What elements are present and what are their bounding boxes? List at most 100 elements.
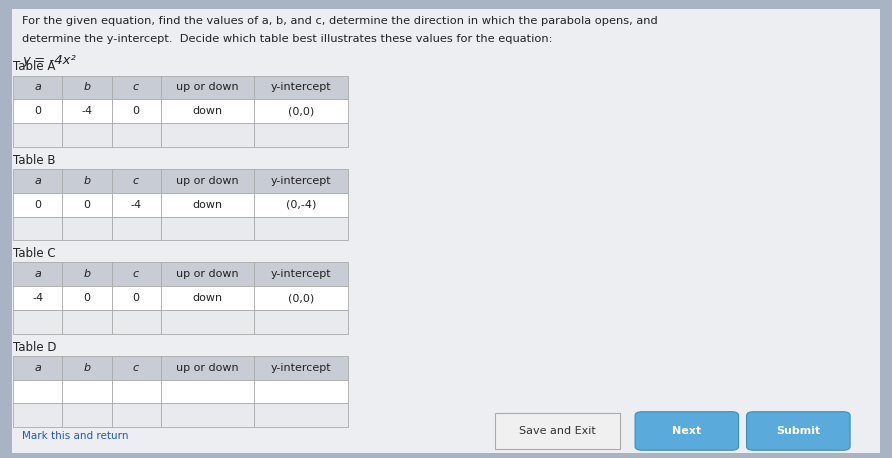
Text: y-intercept: y-intercept [271, 269, 331, 279]
Text: -4: -4 [32, 293, 44, 303]
Text: Table A: Table A [13, 60, 56, 73]
Bar [112, 217, 161, 240]
Text: For the given equation, find the values of a, b, and c, determine the direction : For the given equation, find the values … [22, 16, 658, 26]
Bar [13, 380, 62, 403]
Text: y-intercept: y-intercept [271, 363, 331, 373]
Text: up or down: up or down [176, 176, 239, 186]
Bar [254, 356, 348, 380]
Bar [254, 193, 348, 217]
Text: 0: 0 [133, 293, 139, 303]
Bar [62, 380, 112, 403]
Text: b: b [84, 176, 90, 186]
Text: a: a [35, 363, 41, 373]
Bar [62, 403, 112, 427]
Bar [13, 169, 62, 193]
Bar [62, 217, 112, 240]
Bar [112, 286, 161, 310]
Bar [161, 217, 254, 240]
Bar [112, 380, 161, 403]
Bar [161, 310, 254, 334]
Text: up or down: up or down [176, 363, 239, 373]
Text: b: b [84, 269, 90, 279]
Bar [112, 403, 161, 427]
Bar [112, 123, 161, 147]
Bar [62, 123, 112, 147]
Text: c: c [133, 363, 139, 373]
Bar [254, 169, 348, 193]
Bar [161, 262, 254, 286]
Bar [62, 193, 112, 217]
Bar [62, 356, 112, 380]
Text: 0: 0 [35, 106, 41, 116]
Bar [112, 76, 161, 99]
Bar [254, 76, 348, 99]
Bar [13, 286, 62, 310]
Bar [62, 262, 112, 286]
Bar [13, 310, 62, 334]
Bar [62, 310, 112, 334]
Text: up or down: up or down [176, 269, 239, 279]
Bar [62, 286, 112, 310]
Text: c: c [133, 269, 139, 279]
Bar [254, 380, 348, 403]
Bar [13, 123, 62, 147]
Text: up or down: up or down [176, 82, 239, 93]
Bar [112, 169, 161, 193]
Bar [62, 169, 112, 193]
Bar [13, 76, 62, 99]
Bar [62, 76, 112, 99]
Bar [254, 217, 348, 240]
FancyBboxPatch shape [635, 412, 739, 450]
Text: Table B: Table B [13, 154, 56, 167]
Text: Save and Exit: Save and Exit [519, 426, 596, 436]
Bar [254, 123, 348, 147]
Text: determine the y-intercept.  Decide which table best illustrates these values for: determine the y-intercept. Decide which … [22, 34, 553, 44]
Bar [161, 356, 254, 380]
Bar [13, 193, 62, 217]
Text: Table C: Table C [13, 247, 56, 260]
Text: down: down [193, 106, 222, 116]
Text: 0: 0 [133, 106, 139, 116]
Text: (0,-4): (0,-4) [285, 200, 317, 210]
Text: (0,0): (0,0) [288, 106, 314, 116]
Bar [161, 169, 254, 193]
Text: Next: Next [673, 426, 701, 436]
Text: 0: 0 [35, 200, 41, 210]
Bar [112, 310, 161, 334]
Bar [254, 310, 348, 334]
Bar [13, 217, 62, 240]
Bar [62, 99, 112, 123]
Bar [161, 286, 254, 310]
Bar [161, 193, 254, 217]
Text: down: down [193, 200, 222, 210]
Bar [112, 193, 161, 217]
Bar [112, 99, 161, 123]
Text: down: down [193, 293, 222, 303]
Text: (0,0): (0,0) [288, 293, 314, 303]
Text: a: a [35, 82, 41, 93]
FancyBboxPatch shape [495, 413, 620, 449]
Text: -4: -4 [130, 200, 142, 210]
Bar [161, 76, 254, 99]
Bar [13, 356, 62, 380]
Text: c: c [133, 82, 139, 93]
Bar [161, 380, 254, 403]
Text: Mark this and return: Mark this and return [22, 431, 128, 441]
Text: y-intercept: y-intercept [271, 82, 331, 93]
Text: b: b [84, 82, 90, 93]
Bar [254, 286, 348, 310]
Bar [254, 403, 348, 427]
Bar [112, 262, 161, 286]
Text: a: a [35, 269, 41, 279]
Text: b: b [84, 363, 90, 373]
Text: 0: 0 [84, 293, 90, 303]
FancyBboxPatch shape [747, 412, 850, 450]
Bar [13, 403, 62, 427]
Bar [161, 123, 254, 147]
Text: 0: 0 [84, 200, 90, 210]
Bar [254, 262, 348, 286]
Text: -4: -4 [81, 106, 93, 116]
Bar [13, 99, 62, 123]
Bar [161, 403, 254, 427]
Text: a: a [35, 176, 41, 186]
